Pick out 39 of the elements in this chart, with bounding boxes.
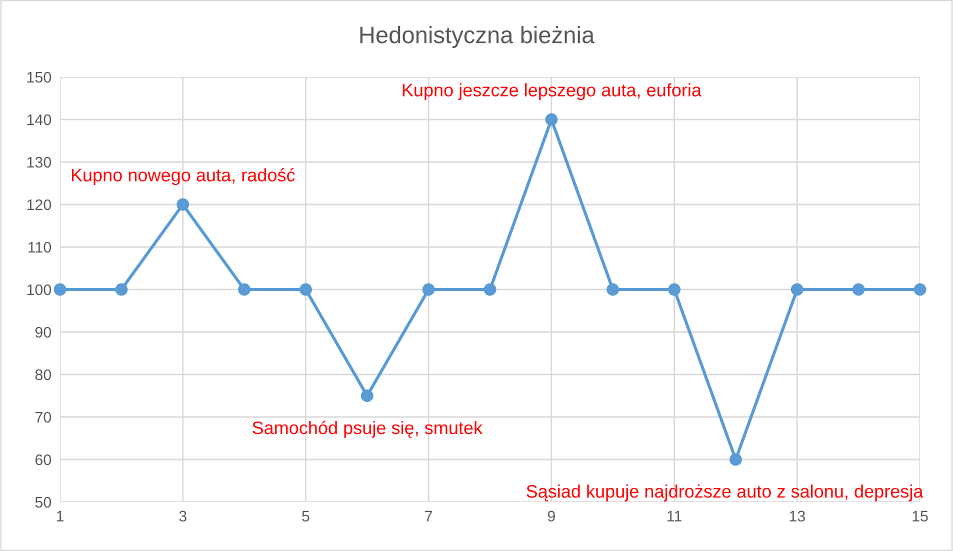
point [360, 390, 374, 402]
point [484, 283, 496, 296]
x-tick-label: 9 [548, 510, 555, 522]
y-tick-label: 110 [28, 242, 52, 253]
point [422, 283, 435, 296]
y-tick-label: 90 [35, 326, 52, 338]
y-tick-label: 140 [27, 114, 52, 126]
y-tick-label: 130 [27, 156, 52, 168]
x-tick-label: 5 [302, 510, 310, 522]
point [606, 283, 620, 296]
x-tick-label: 11 [668, 510, 682, 522]
point [238, 283, 251, 296]
point [299, 283, 312, 296]
y-tick-label: 50 [35, 496, 52, 508]
y-tick-label: 70 [35, 412, 52, 423]
annotation: Kupno nowego auta, radość [72, 168, 295, 186]
y-tick-label: 80 [35, 369, 52, 380]
x-tick-label: 1 [56, 510, 64, 522]
chart-title: Hedonistyczna bieżnia [360, 26, 595, 48]
x-tick-label: 15 [912, 510, 928, 522]
point [545, 113, 558, 126]
annotation: Kupno jeszcze lepszego auta, euforia [402, 83, 702, 100]
point [914, 283, 926, 296]
point [668, 283, 681, 296]
x-tick-label: 13 [790, 510, 805, 522]
y-tick-label: 60 [35, 454, 52, 466]
point [852, 283, 865, 296]
x-tick-label: 7 [425, 510, 432, 522]
point [790, 283, 804, 296]
y-tick-label: 100 [27, 284, 52, 296]
point [54, 283, 66, 296]
y-tick-label: 150 [27, 72, 52, 83]
annotation: Samochód psuje się, smutek [252, 420, 483, 438]
y-tick-label: 120 [27, 199, 52, 210]
point [115, 283, 128, 296]
x-tick-label: 3 [179, 510, 186, 522]
annotation: Sąsiad kupuje najdroższe auto z salonu, depresja [526, 484, 924, 502]
point [729, 453, 742, 466]
point [176, 198, 190, 211]
